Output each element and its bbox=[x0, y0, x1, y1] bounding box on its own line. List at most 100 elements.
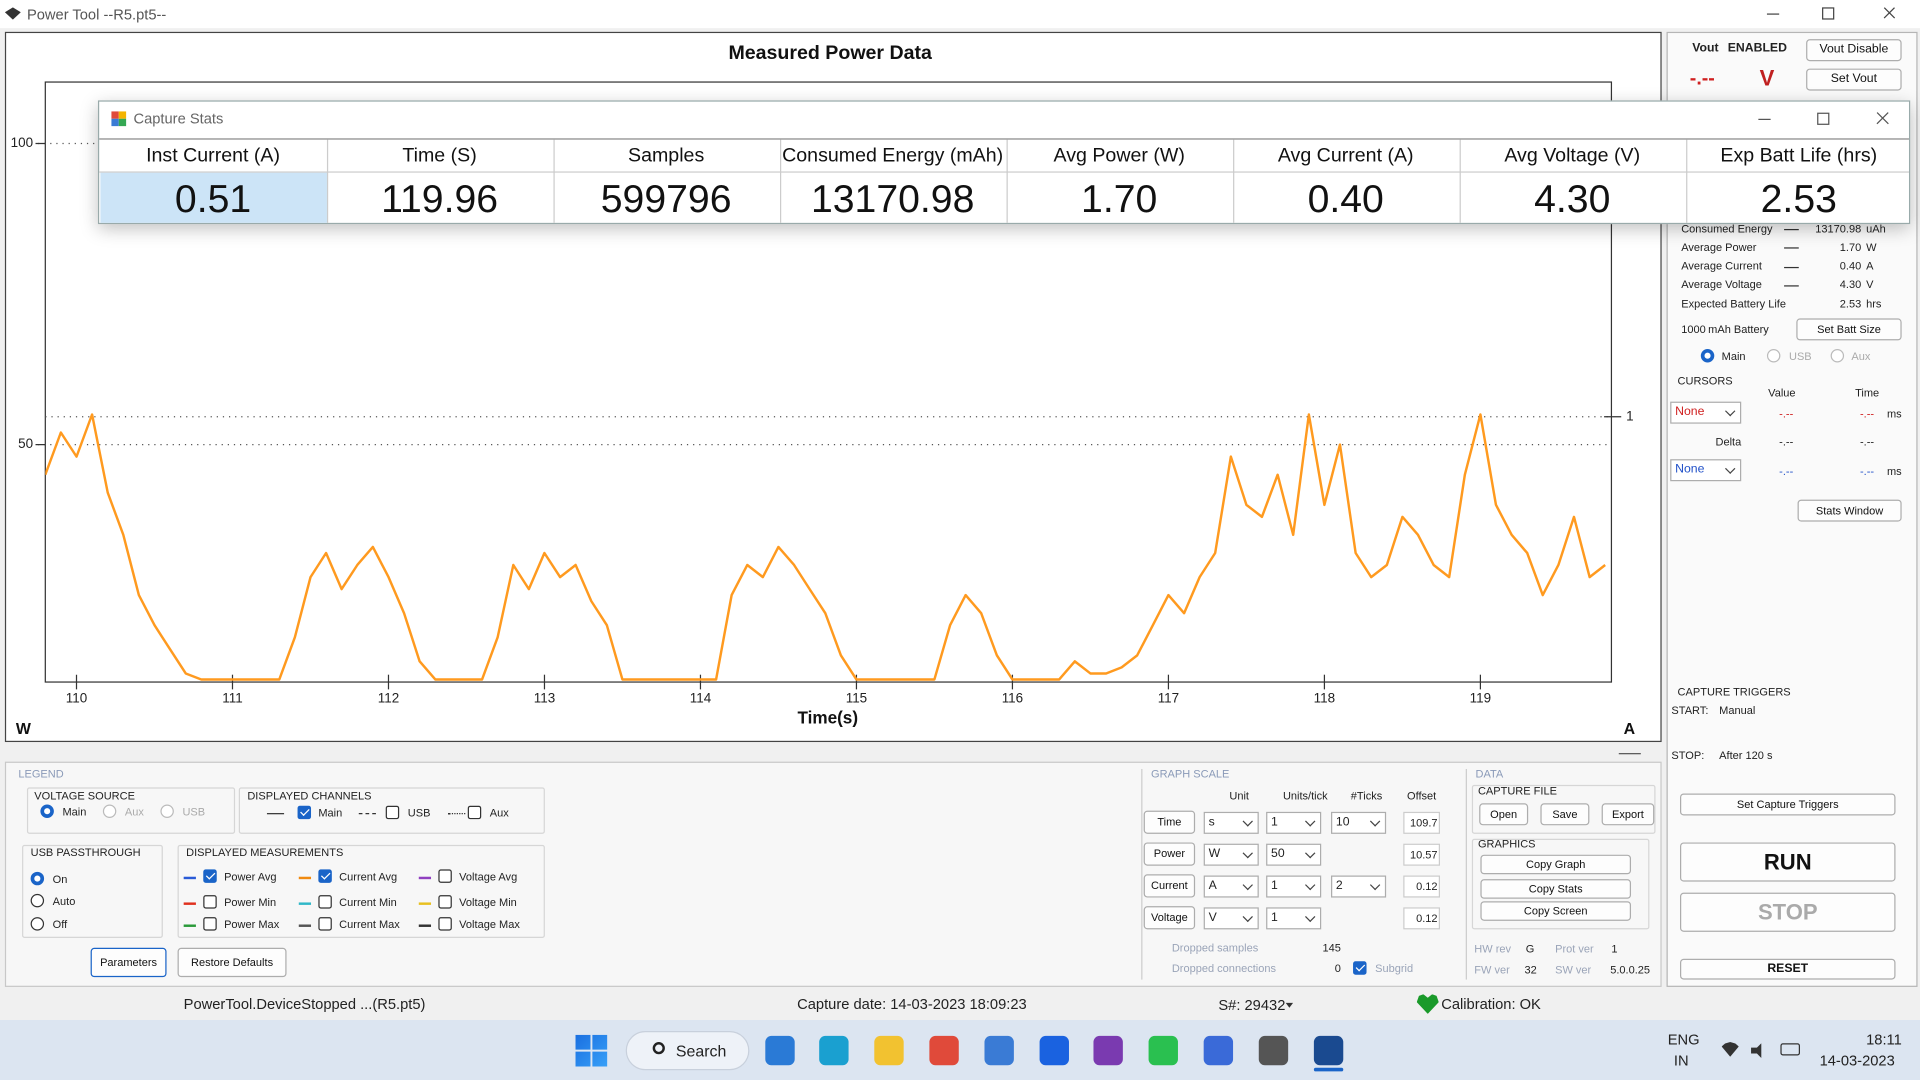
dropdown[interactable] bbox=[1266, 907, 1322, 930]
dropdown-value[interactable]: None bbox=[1675, 405, 1705, 419]
checkbox[interactable] bbox=[318, 895, 332, 909]
button[interactable]: Copy Stats bbox=[1480, 879, 1632, 899]
measurement-option[interactable]: Power Avg bbox=[224, 870, 277, 883]
dropdown[interactable] bbox=[1203, 907, 1259, 930]
checkbox[interactable] bbox=[438, 917, 452, 931]
button[interactable]: Current bbox=[1143, 874, 1196, 898]
radio-button[interactable] bbox=[160, 804, 174, 818]
button[interactable]: Set Vout bbox=[1806, 68, 1902, 91]
button[interactable]: Voltage bbox=[1143, 906, 1196, 930]
radio-button[interactable] bbox=[30, 871, 45, 886]
channel-option[interactable]: USB bbox=[407, 806, 431, 819]
offset-value[interactable]: 109.7 bbox=[1409, 816, 1438, 829]
dropdown-value[interactable]: W bbox=[1208, 847, 1221, 861]
dropdown-value[interactable]: V bbox=[1208, 911, 1217, 925]
radio-button[interactable] bbox=[30, 917, 45, 931]
dropdown-value[interactable]: 1 bbox=[1271, 815, 1278, 829]
button[interactable]: Copy Screen bbox=[1480, 901, 1632, 921]
dropdown[interactable] bbox=[1203, 843, 1259, 866]
offset-value[interactable]: 0.12 bbox=[1416, 911, 1438, 924]
checkbox[interactable] bbox=[318, 917, 332, 931]
radio-button[interactable] bbox=[30, 893, 45, 908]
button[interactable]: STOP bbox=[1680, 892, 1896, 932]
radio-button[interactable] bbox=[1700, 348, 1715, 363]
dropdown-value[interactable]: 1 bbox=[1271, 879, 1278, 893]
checkbox[interactable] bbox=[297, 805, 312, 820]
legend-swatch bbox=[183, 902, 196, 905]
measurement-option[interactable]: Current Avg bbox=[339, 870, 398, 883]
dropdown-value[interactable]: 50 bbox=[1271, 847, 1285, 861]
button[interactable]: Save bbox=[1540, 803, 1590, 826]
button[interactable]: Stats Window bbox=[1797, 499, 1902, 522]
dropdown[interactable] bbox=[1670, 401, 1742, 424]
measurement-option[interactable]: Current Min bbox=[339, 895, 397, 908]
source-option[interactable]: USB bbox=[1788, 349, 1812, 362]
dropdown[interactable] bbox=[1331, 811, 1387, 834]
measurement-option[interactable]: Voltage Min bbox=[459, 895, 517, 908]
channel-option[interactable]: Main bbox=[318, 806, 343, 819]
radio-button[interactable] bbox=[1830, 348, 1845, 363]
language[interactable]: ENG bbox=[1667, 1031, 1700, 1049]
button[interactable]: Parameters bbox=[90, 947, 167, 978]
button[interactable]: Restore Defaults bbox=[177, 947, 287, 978]
dropdown[interactable] bbox=[1266, 843, 1322, 866]
passthrough-option[interactable]: Off bbox=[52, 917, 68, 931]
measurement-option[interactable]: Current Max bbox=[339, 917, 400, 931]
button[interactable]: Set Capture Triggers bbox=[1680, 793, 1896, 816]
passthrough-option[interactable]: Auto bbox=[52, 894, 76, 907]
stat-value: 0.40 bbox=[1307, 176, 1384, 221]
radio-button[interactable] bbox=[102, 804, 117, 818]
dropdown-value[interactable]: 2 bbox=[1335, 879, 1343, 893]
checkbox[interactable] bbox=[203, 917, 217, 931]
button[interactable]: RUN bbox=[1680, 842, 1896, 882]
clock-time[interactable]: 18:11 bbox=[1866, 1031, 1902, 1049]
serial-number[interactable]: S#: 29432 bbox=[1218, 996, 1286, 1014]
source-option[interactable]: Aux bbox=[124, 805, 144, 818]
dropdown[interactable] bbox=[1203, 875, 1259, 898]
measurement-option[interactable]: Voltage Avg bbox=[459, 870, 518, 883]
button[interactable]: Set Batt Size bbox=[1796, 318, 1902, 341]
checkbox[interactable] bbox=[203, 869, 217, 883]
checkbox[interactable] bbox=[438, 869, 452, 883]
measurement-option[interactable]: Power Max bbox=[224, 917, 280, 931]
dropdown-value[interactable]: 1 bbox=[1271, 911, 1278, 925]
button[interactable]: RESET bbox=[1680, 958, 1896, 980]
dropdown[interactable] bbox=[1203, 811, 1259, 834]
dropdown[interactable] bbox=[1266, 811, 1322, 834]
checkbox[interactable] bbox=[1353, 961, 1367, 975]
region[interactable]: IN bbox=[1673, 1051, 1689, 1069]
button[interactable]: Open bbox=[1479, 803, 1529, 826]
radio-button[interactable] bbox=[40, 804, 54, 818]
source-option[interactable]: Main bbox=[62, 805, 87, 818]
source-option[interactable]: Aux bbox=[1851, 349, 1871, 362]
channel-option[interactable]: Aux bbox=[489, 806, 509, 819]
button[interactable]: Vout Disable bbox=[1806, 39, 1902, 62]
dropdown[interactable] bbox=[1266, 875, 1322, 898]
offset-value[interactable]: 0.12 bbox=[1416, 879, 1438, 893]
dropdown-value[interactable]: 10 bbox=[1335, 815, 1350, 829]
measurement-option[interactable]: Voltage Max bbox=[459, 917, 520, 931]
measurement-option[interactable]: Power Min bbox=[224, 895, 277, 908]
dropdown-value[interactable]: None bbox=[1675, 462, 1705, 477]
checkbox[interactable] bbox=[467, 805, 482, 820]
search-label[interactable]: Search bbox=[675, 1041, 727, 1060]
checkbox[interactable] bbox=[385, 805, 400, 820]
button[interactable]: Export bbox=[1601, 803, 1655, 826]
passthrough-option[interactable]: On bbox=[52, 872, 68, 885]
dropdown[interactable] bbox=[1670, 459, 1742, 482]
clock-date[interactable]: 14-03-2023 bbox=[1819, 1051, 1895, 1069]
dropdown[interactable] bbox=[1331, 875, 1387, 898]
checkbox[interactable] bbox=[203, 895, 217, 909]
dropdown-value[interactable]: A bbox=[1208, 879, 1217, 893]
radio-button[interactable] bbox=[1766, 348, 1781, 363]
dropdown-value[interactable]: s bbox=[1208, 815, 1215, 829]
button[interactable]: Power bbox=[1143, 842, 1196, 866]
checkbox[interactable] bbox=[438, 895, 452, 909]
button[interactable]: Time bbox=[1143, 810, 1196, 834]
button[interactable]: Copy Graph bbox=[1480, 854, 1632, 875]
offset-value[interactable]: 10.57 bbox=[1409, 847, 1438, 861]
source-option[interactable]: Main bbox=[1721, 349, 1746, 362]
subgrid-label[interactable]: Subgrid bbox=[1375, 961, 1414, 975]
source-option[interactable]: USB bbox=[182, 805, 206, 818]
checkbox[interactable] bbox=[318, 869, 332, 883]
